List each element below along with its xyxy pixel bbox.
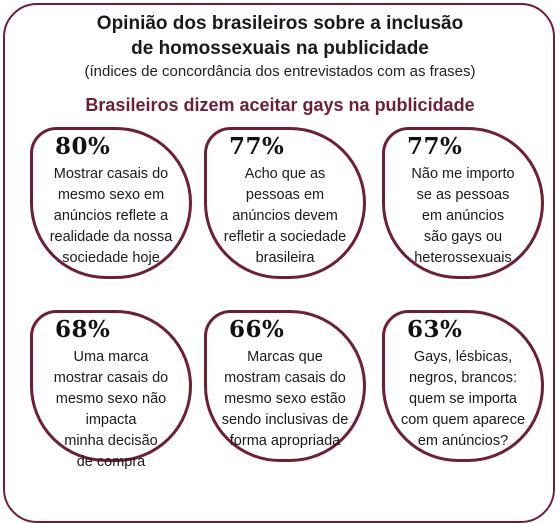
subtitle: (índices de concordância dos entrevistad… bbox=[84, 63, 476, 80]
statement-card: 80% Mostrar casais do mesmo sexo em anúnc… bbox=[30, 127, 192, 279]
statement-card: 68% Uma marca mostrar casais do mesmo sex… bbox=[30, 310, 192, 470]
percentage-value: 80% bbox=[55, 133, 111, 160]
statement-card: 77% Não me importo se as pessoas em anúnc… bbox=[382, 127, 544, 279]
statement-text: Acho que as pessoas em anúncios devem re… bbox=[223, 166, 347, 266]
statement-card: 63% Gays, lésbicas, negros, brancos: quem… bbox=[382, 310, 544, 462]
statement-card: 77% Acho que as pessoas em anúncios devem… bbox=[204, 127, 366, 279]
statement-text: Uma marca mostrar casais do mesmo sexo n… bbox=[53, 349, 169, 470]
statement-text: Não me importo se as pessoas em anúncios… bbox=[411, 166, 515, 266]
statement-text: Gays, lésbicas, negros, brancos: quem se… bbox=[400, 349, 526, 449]
statement-card: 66% Marcas que mostram casais do mesmo se… bbox=[204, 310, 366, 462]
title-line-1: Opinião dos brasileiros sobre a inclusão bbox=[96, 13, 464, 34]
statement-text: Mostrar casais do mesmo sexo em anúncios… bbox=[49, 166, 173, 266]
title-line-2: de homossexuais na publicidade bbox=[131, 38, 429, 59]
percentage-value: 66% bbox=[229, 316, 285, 343]
percentage-value: 77% bbox=[229, 133, 285, 160]
percentage-value: 63% bbox=[407, 316, 463, 343]
percentage-value: 68% bbox=[55, 316, 111, 343]
statement-text: Marcas que mostram casais do mesmo sexo … bbox=[221, 349, 349, 449]
percentage-value: 77% bbox=[407, 133, 463, 160]
section-title: Brasileiros dizem aceitar gays na public… bbox=[85, 95, 475, 115]
